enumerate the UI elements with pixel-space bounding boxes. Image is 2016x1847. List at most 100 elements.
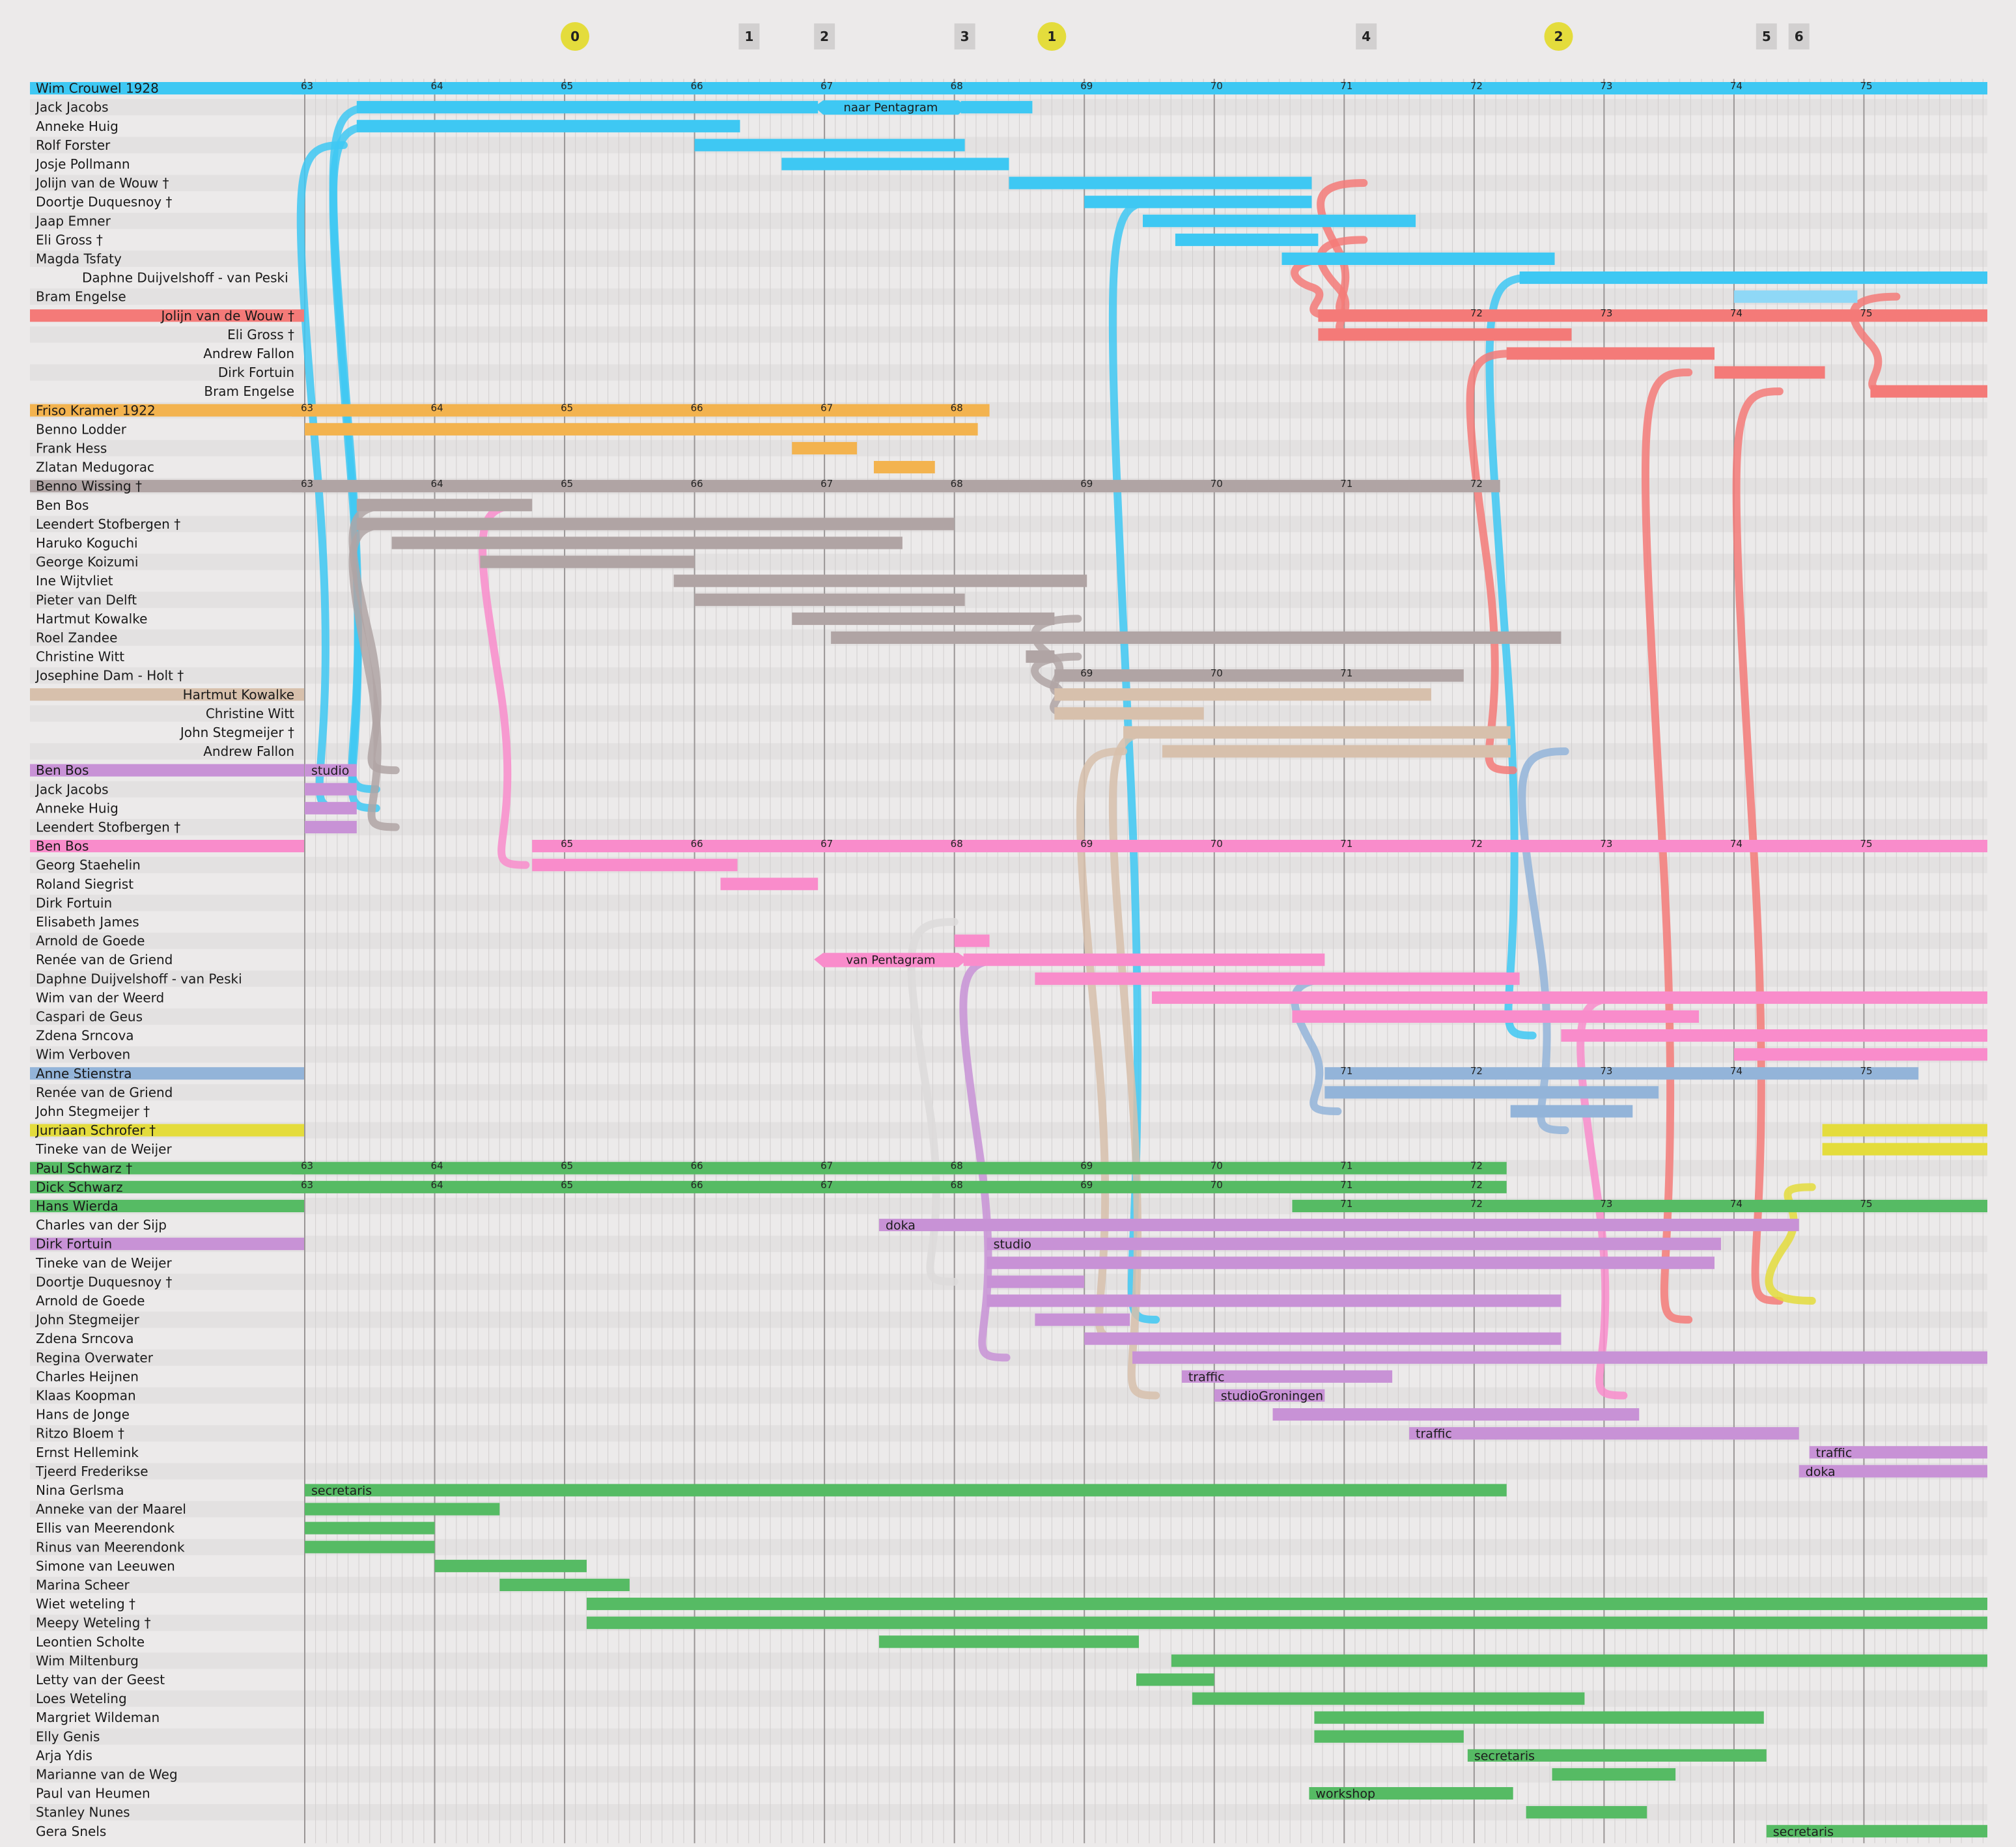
row-name: Roland Siegrist [36, 876, 133, 892]
row-name: Gera Snels [36, 1824, 106, 1839]
bar [1324, 1086, 1659, 1099]
pentagram-label: naar Pentagram [844, 101, 938, 115]
row-name: Arnold de Goede [36, 933, 145, 949]
year-label: 75 [1860, 1065, 1872, 1077]
bar [1409, 1427, 1799, 1440]
bar [831, 631, 1561, 644]
bar [1506, 347, 1715, 360]
year-label: 68 [951, 80, 963, 92]
bar [878, 1219, 1799, 1232]
row-name: Benno Lodder [36, 421, 127, 437]
bar-label: secretaris [311, 1484, 372, 1498]
transition-ribbon [479, 501, 530, 869]
row-name: Zdena Srncova [36, 1331, 134, 1346]
row-name: Haruko Koguchi [36, 535, 138, 551]
year-label: 65 [561, 80, 573, 92]
bar [1009, 176, 1312, 189]
bar [694, 593, 965, 606]
marker-label: 4 [1362, 29, 1371, 44]
year-label: 70 [1211, 838, 1223, 850]
marker-label: 6 [1795, 29, 1804, 44]
bar [480, 555, 695, 568]
row-name: Marianne van de Weg [36, 1766, 178, 1782]
marker-square [954, 23, 975, 49]
row-name: Charles Heijnen [36, 1368, 139, 1384]
bar [878, 1635, 1140, 1648]
bar [1561, 1029, 1987, 1042]
marker-square [814, 23, 835, 49]
year-label: 72 [1470, 1065, 1483, 1077]
bar [1054, 707, 1204, 720]
year-label: 67 [820, 402, 833, 414]
transition-ribbon [348, 501, 400, 775]
row-name: Anneke Huig [36, 118, 119, 134]
year-label: 68 [951, 1160, 963, 1172]
bar [1318, 309, 1987, 322]
year-label: 64 [431, 478, 443, 490]
marker-circle [1544, 22, 1573, 51]
bar [1324, 1067, 1919, 1080]
row-name: George Koizumi [36, 554, 138, 570]
bar [1799, 1465, 1987, 1478]
row-name: Dirk Fortuin [36, 1236, 112, 1252]
year-label: 74 [1730, 838, 1743, 850]
transition-ribbon [348, 520, 400, 831]
bar [1766, 1825, 1987, 1838]
year-label: 69 [1080, 1179, 1093, 1191]
bar-label: traffic [1816, 1446, 1853, 1460]
pentagram-label: van Pentagram [846, 954, 935, 967]
row-name: Arnold de Goede [36, 1293, 145, 1309]
transition-ribbon [1576, 993, 1628, 1400]
bar-label: traffic [1416, 1427, 1452, 1441]
year-label: 65 [561, 402, 573, 414]
bar [1272, 1408, 1640, 1421]
row-name: Ben Bos [36, 497, 89, 513]
year-label: 66 [691, 402, 703, 414]
bar-label: secretaris [1773, 1825, 1834, 1839]
year-label: 71 [1340, 80, 1352, 92]
header-name-bar [30, 840, 304, 853]
row-name: Ernst Hellemink [36, 1445, 139, 1460]
bar [1552, 1768, 1676, 1781]
year-label: 70 [1211, 80, 1223, 92]
row-name: Magda Tsfaty [36, 251, 122, 266]
row-name: Doortje Duquesnoy † [36, 194, 172, 210]
bar [499, 1578, 630, 1591]
bar [1822, 1124, 1987, 1137]
bar [873, 461, 935, 474]
header-name-bar [30, 404, 304, 417]
bar [1733, 290, 1858, 303]
bar [1162, 745, 1511, 758]
labels-layer: Wim Crouwel 1928 63 64 65 66 67 68 69 70 71 72 73 74… [35, 80, 1873, 1839]
row-name: Elisabeth James [36, 914, 139, 930]
row-name: Arja Ydis [36, 1747, 92, 1763]
bar [1143, 214, 1416, 227]
year-label: 72 [1470, 1198, 1483, 1210]
bar-label: studio [311, 764, 349, 778]
year-label: 71 [1340, 667, 1352, 679]
bar-label: doka [886, 1219, 916, 1233]
row-name: Pieter van Delft [36, 592, 137, 607]
year-label: 69 [1080, 667, 1093, 679]
year-label: 65 [561, 1160, 573, 1172]
bar [305, 423, 978, 436]
year-label: 67 [820, 1179, 833, 1191]
row-name: Andrew Fallon [203, 743, 294, 759]
marker-label: 2 [820, 29, 829, 44]
year-label: 63 [301, 1179, 313, 1191]
row-name: Charles van der Sijp [36, 1217, 167, 1233]
row-name: Stanley Nunes [36, 1805, 130, 1820]
bar [1510, 1105, 1633, 1118]
year-label: 73 [1600, 838, 1612, 850]
row-name: Leendert Stofbergen † [36, 516, 180, 532]
year-label: 68 [951, 478, 963, 490]
year-label: 70 [1211, 667, 1223, 679]
year-label: 66 [691, 1179, 703, 1191]
bar [1171, 1654, 1987, 1667]
bar [1292, 1010, 1700, 1023]
bar [356, 499, 533, 512]
bar-label: doka [1806, 1465, 1836, 1479]
marker-circle [561, 22, 590, 51]
bar [586, 1598, 1987, 1611]
bar [356, 518, 955, 531]
